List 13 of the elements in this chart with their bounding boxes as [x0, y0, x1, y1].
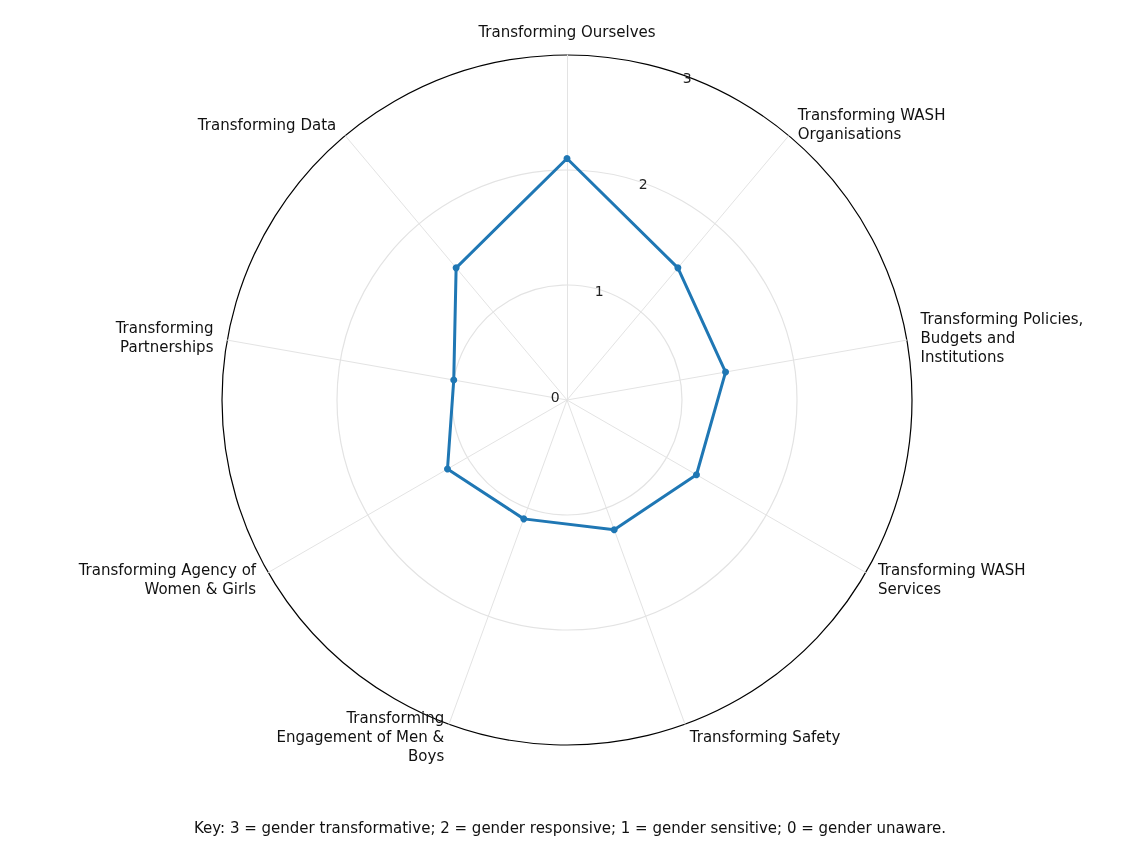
spoke-label: Transforming Policies, Budgets and Institutions — [919, 309, 1084, 366]
y-tick-label: 0 — [550, 388, 560, 405]
spoke-label: Transforming Ourselves — [477, 22, 656, 41]
spoke-label: Transforming Agency of Women & Girls — [77, 561, 257, 598]
spoke-label: Transforming Data — [196, 115, 337, 134]
spoke-label: Transforming Partnerships — [114, 319, 214, 357]
text: Key: 3 = gender transformative; 2 = gender responsive; 1 = gender sensitive; 0 = gender unaware. — [194, 819, 946, 837]
spoke-label: Transforming Engagement of Men & Boys — [276, 709, 445, 766]
y-tick-label: 2 — [638, 176, 648, 193]
spoke-label: Transforming Safety — [688, 728, 841, 747]
y-tick-label: 1 — [594, 282, 604, 299]
spoke-label: Transforming WASH Organisations — [796, 106, 946, 144]
spoke-label: Transforming WASH Services — [876, 561, 1026, 598]
